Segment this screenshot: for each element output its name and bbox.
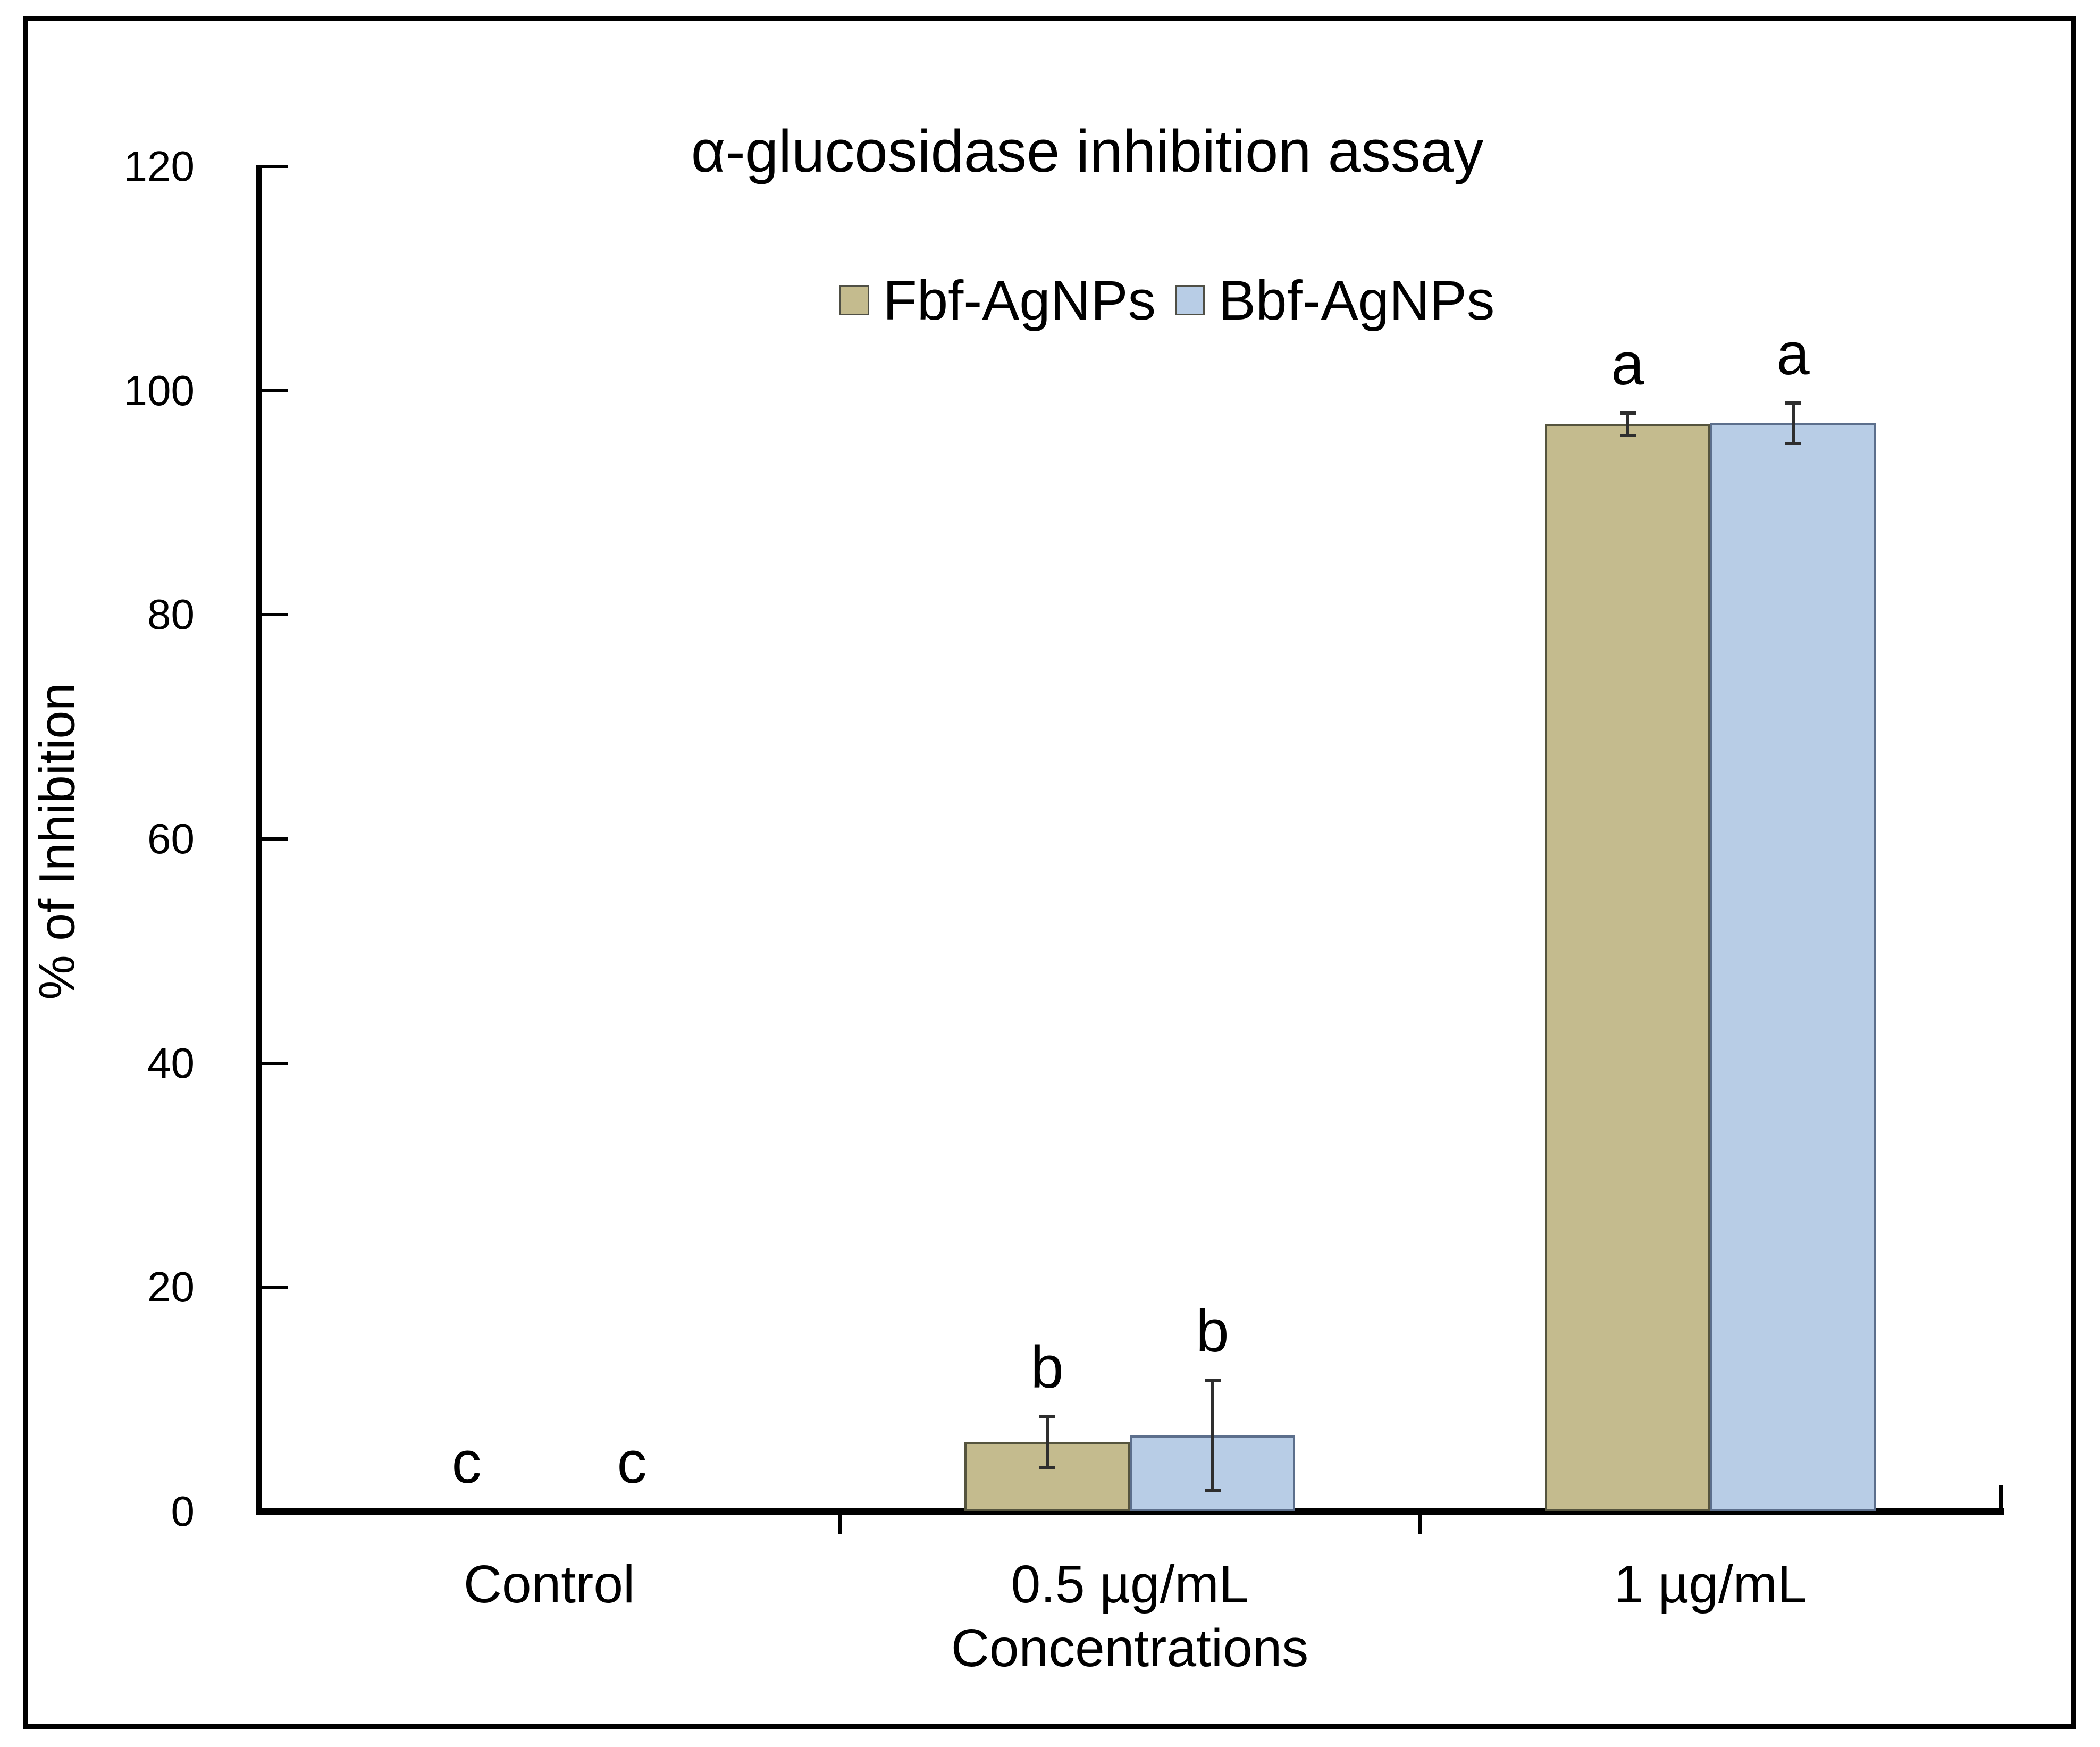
legend: Fbf-AgNPs Bbf-AgNPs	[117, 265, 2100, 336]
y-axis-tick	[259, 613, 288, 617]
y-axis-tick	[259, 1510, 288, 1513]
y-axis-tick	[259, 1286, 288, 1289]
error-bar	[1626, 413, 1629, 435]
error-bar-cap-bottom	[1619, 434, 1636, 437]
significance-letter: c	[451, 1429, 482, 1496]
error-bar-cap-top	[1785, 401, 1801, 405]
error-bar-cap-top	[1039, 1414, 1055, 1418]
x-axis-title: Concentrations	[951, 1618, 1309, 1678]
y-axis-tick	[259, 389, 288, 392]
y-tick-label: 0	[171, 1488, 195, 1535]
significance-letter: a	[1776, 320, 1810, 387]
x-tick-label: 1 µg/mL	[1614, 1555, 1807, 1614]
error-bar	[1791, 402, 1795, 443]
x-axis-tick	[1418, 1514, 1422, 1534]
error-bar	[1211, 1380, 1214, 1490]
significance-letter: c	[617, 1429, 647, 1496]
y-axis-tick	[259, 1061, 288, 1065]
y-tick-label: 100	[123, 366, 195, 414]
x-axis-tick	[838, 1514, 842, 1534]
chart-title: α-glucosidase inhibition assay	[691, 118, 1484, 184]
legend-entry: Bbf-AgNPs	[1175, 273, 1494, 329]
x-tick-label: Control	[463, 1555, 635, 1614]
y-tick-label: 60	[147, 815, 195, 862]
x-tick-label: 0.5 µg/mL	[1011, 1555, 1249, 1614]
y-tick-label: 20	[147, 1263, 195, 1311]
x-axis-end-tick	[1999, 1485, 2003, 1509]
legend-label: Fbf-AgNPs	[883, 269, 1156, 332]
error-bar-cap-bottom	[1204, 1488, 1221, 1492]
error-bar-cap-bottom	[1785, 441, 1801, 445]
error-bar	[1045, 1416, 1049, 1468]
y-axis-tick	[259, 837, 288, 841]
error-bar-cap-top	[1204, 1379, 1221, 1382]
bar-fbf-agnps-2	[1545, 424, 1710, 1511]
y-tick-label: 80	[147, 591, 195, 639]
bar-bbf-agnps-2	[1710, 423, 1876, 1511]
legend-swatch-icon	[839, 285, 869, 315]
legend-swatch-icon	[1175, 285, 1205, 315]
y-tick-label: 120	[123, 142, 195, 190]
y-axis-tick	[259, 165, 288, 168]
legend-entry: Fbf-AgNPs	[839, 273, 1156, 329]
significance-letter: a	[1611, 330, 1644, 397]
legend-label: Bbf-AgNPs	[1219, 269, 1495, 332]
error-bar-cap-bottom	[1039, 1466, 1055, 1469]
y-tick-label: 40	[147, 1039, 195, 1087]
significance-letter: b	[1030, 1333, 1064, 1400]
figure-border	[23, 16, 2076, 1729]
significance-letter: b	[1196, 1298, 1229, 1365]
error-bar-cap-top	[1619, 411, 1636, 415]
